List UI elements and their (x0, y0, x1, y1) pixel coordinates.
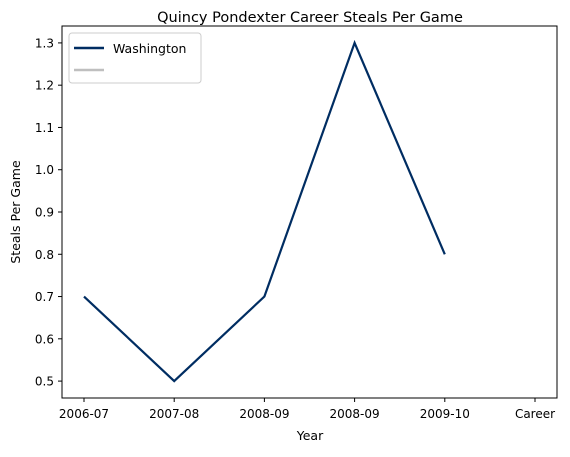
y-tick-label: 0.7 (35, 290, 54, 304)
x-axis: 2006-07 2007-08 2008-09 2008-09 2009-10 Caree… (59, 398, 555, 421)
chart-title: Quincy Pondexter Career Steals Per Game (157, 10, 463, 26)
y-tick-label: 1.0 (35, 163, 54, 177)
series-layer (83, 39, 446, 383)
x-tick-label: 2008-09 (330, 407, 380, 421)
x-tick-label: 2007-08 (149, 407, 199, 421)
x-tick-label: 2009-10 (420, 407, 470, 421)
x-tick-label: 2008-09 (239, 407, 289, 421)
series-line-washington (83, 39, 446, 383)
legend-label-washington: Washington (113, 41, 186, 56)
y-tick-label: 1.3 (35, 36, 54, 50)
y-tick-label: 1.1 (35, 121, 54, 135)
y-tick-label: 0.9 (35, 206, 54, 220)
y-tick-label: 1.2 (35, 79, 54, 93)
y-tick-label: 0.6 (35, 332, 54, 346)
y-axis-label: Steals Per Game (8, 160, 23, 264)
x-axis-label: Year (296, 428, 324, 443)
y-tick-label: 0.8 (35, 248, 54, 262)
x-tick-label: 2006-07 (59, 407, 109, 421)
legend: Washington (68, 32, 202, 84)
y-axis: 0.5 0.6 0.7 0.8 0.9 1.0 1.1 1.2 1.3 (35, 36, 62, 389)
y-tick-label: 0.5 (35, 375, 54, 389)
plot-frame (61, 25, 558, 399)
x-tick-label: Career (515, 407, 555, 421)
